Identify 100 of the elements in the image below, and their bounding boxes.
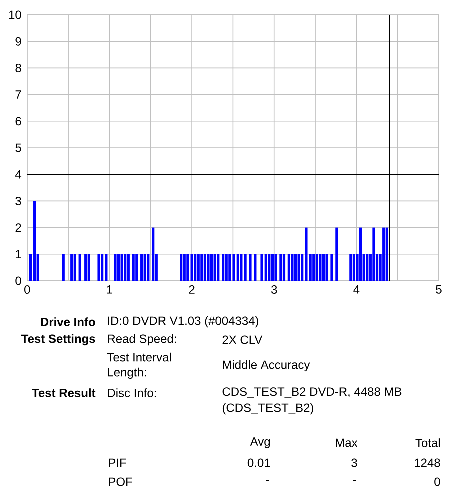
bar — [330, 254, 334, 282]
text: PIF — [109, 458, 126, 468]
bar — [140, 254, 144, 282]
text: - — [353, 480, 356, 482]
bar — [264, 254, 268, 282]
bar — [74, 254, 76, 282]
bar — [132, 254, 135, 282]
bar — [190, 254, 194, 282]
bar — [136, 254, 138, 282]
bar — [291, 254, 294, 282]
bar — [336, 228, 338, 282]
bar — [280, 254, 282, 282]
bar — [236, 254, 240, 282]
bar — [124, 254, 127, 282]
text: Drive Info — [41, 318, 96, 326]
y-tick-label: 5 — [16, 144, 22, 152]
bar — [282, 254, 286, 282]
bar — [386, 228, 388, 282]
bar — [217, 254, 220, 282]
bar — [214, 254, 216, 282]
text: Test Settings — [21, 334, 96, 346]
text: Read Speed: — [108, 334, 176, 346]
bar — [298, 254, 300, 282]
bar — [249, 254, 252, 282]
bar — [352, 254, 356, 282]
bar — [288, 254, 290, 282]
bar — [194, 254, 197, 282]
bar — [127, 254, 130, 282]
bar — [34, 201, 36, 282]
bar — [62, 254, 65, 282]
text: 3 — [352, 458, 358, 468]
bar — [101, 254, 104, 282]
y-tick-label: 7 — [16, 90, 22, 99]
bar — [88, 254, 90, 282]
y-tick-label: 4 — [15, 170, 22, 179]
bar — [312, 254, 316, 282]
bar — [225, 254, 228, 282]
bar — [78, 254, 82, 282]
x-tick-label: 2 — [189, 286, 195, 294]
text: ID:0 DVDR V1.03 (#004334) — [108, 316, 259, 328]
bar — [240, 254, 243, 282]
text: Total — [416, 438, 440, 448]
bar — [70, 254, 74, 282]
bar — [183, 254, 186, 282]
y-tick-label: 2 — [16, 224, 22, 232]
bar — [120, 254, 124, 282]
x-tick-label: 0 — [24, 286, 30, 294]
text: - — [266, 480, 270, 482]
text: Test Interval Length: — [107, 352, 172, 380]
bar — [144, 254, 146, 282]
y-tick-label: 9 — [16, 37, 22, 46]
text: POF — [109, 478, 132, 486]
bar — [98, 254, 100, 282]
x-tick-label: 5 — [436, 286, 442, 294]
bar — [319, 254, 322, 282]
bar — [180, 254, 183, 282]
bar — [372, 228, 376, 282]
bar — [105, 254, 108, 282]
bar — [322, 254, 326, 282]
x-tick-label: 3 — [271, 286, 278, 294]
bar — [84, 254, 88, 282]
text: Max — [336, 438, 358, 448]
bar — [114, 254, 117, 282]
bar — [366, 254, 369, 282]
y-tick-label: 10 — [9, 10, 22, 20]
text: Avg — [250, 438, 270, 448]
bar — [294, 254, 298, 282]
bar — [197, 254, 200, 282]
bar — [152, 228, 155, 282]
bar — [260, 254, 264, 282]
bar — [382, 228, 386, 282]
text: CDS_TEST_B2 DVD-R, 4488 MB — [222, 388, 402, 398]
text: Disc Info: — [108, 388, 156, 398]
bar — [274, 254, 278, 282]
text: 2X CLV — [222, 336, 263, 344]
bar — [228, 254, 232, 282]
bar — [326, 254, 328, 282]
bar — [200, 254, 204, 282]
text: (CDS_TEST_B2) — [222, 403, 314, 415]
x-tick-label: 1 — [107, 286, 112, 294]
bar — [305, 228, 308, 282]
bar — [350, 254, 352, 282]
bar — [207, 254, 210, 282]
text: Middle Accuracy — [223, 360, 310, 372]
bar — [204, 254, 207, 282]
bar — [232, 254, 236, 282]
bar — [222, 254, 225, 282]
bar — [186, 254, 190, 282]
bar — [117, 254, 120, 282]
bar — [268, 254, 271, 282]
text: 1248 — [415, 458, 440, 468]
x-tick-label: 4 — [354, 286, 360, 294]
y-tick-label: 0 — [16, 276, 22, 286]
y-tick-label: 6 — [16, 117, 22, 126]
y-tick-label: 8 — [16, 64, 22, 72]
text: 0.01 — [248, 458, 270, 468]
text: 0 — [434, 478, 440, 486]
y-tick-label: 3 — [16, 196, 22, 206]
bar — [359, 228, 362, 282]
bar — [316, 254, 318, 282]
